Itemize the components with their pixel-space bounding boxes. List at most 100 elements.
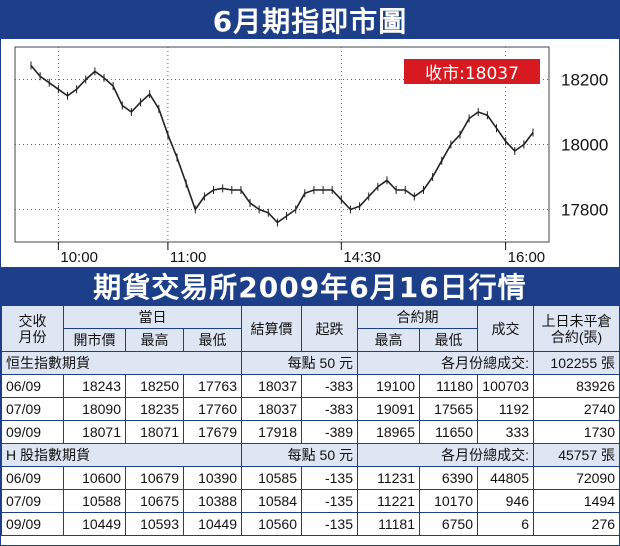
table-cell: 10388 (182, 489, 243, 513)
header-life-low: 最低 (419, 328, 479, 352)
total-volume: 102255 張 (533, 351, 620, 375)
table-cell: 18037 (241, 397, 303, 421)
close-price-badge: 收市:18037 (404, 59, 540, 84)
total-volume-label: 各月份總成交: (357, 443, 535, 467)
table-cell: 10390 (182, 466, 243, 490)
table-row: 06/09 10600 10679 10390 10585 -135 11231 6390 44… (1, 466, 620, 490)
y-axis: 18200 18000 17800 (561, 71, 608, 220)
table-cell: 06/09 (1, 466, 64, 490)
table-cell: 333 (477, 420, 535, 444)
table-cell: 6750 (419, 512, 479, 536)
table-cell: 07/09 (1, 397, 64, 421)
header-high: 最高 (125, 328, 184, 352)
table-cell: 10585 (241, 466, 303, 490)
table-title: 期貨交易所2009年6月16日行情 (1, 267, 619, 305)
table-cell: -389 (301, 420, 359, 444)
table-cell: 18250 (125, 374, 184, 398)
table-cell: 17679 (182, 420, 243, 444)
table-cell: 6390 (419, 466, 479, 490)
header-volume: 成交 (477, 305, 535, 352)
table-cell: 18090 (63, 397, 126, 421)
category-name: H 股指數期貨 (0, 443, 243, 467)
table-cell: -383 (301, 374, 359, 398)
header-change: 起跌 (301, 305, 359, 352)
y-tick-label: 18000 (561, 136, 608, 155)
table-cell: -135 (301, 512, 359, 536)
table-body: 恒生指數期貨 每點 50 元各月份總成交: 102255 張 06/09 18243 18… (0, 351, 620, 536)
header-contract-month: 交收 月份 (1, 305, 64, 352)
table-cell: -135 (301, 489, 359, 513)
table-cell: 11650 (419, 420, 479, 444)
header-life-high: 最高 (357, 328, 421, 352)
table-cell: 17918 (241, 420, 303, 444)
table-cell: 10679 (125, 466, 184, 490)
table-cell: 6 (477, 512, 535, 536)
table-cell: 18965 (357, 420, 421, 444)
total-volume: 45757 張 (533, 443, 620, 467)
table-cell: 11180 (419, 374, 479, 398)
table-cell: 18071 (125, 420, 184, 444)
table-cell: 1192 (477, 397, 535, 421)
price-series (30, 61, 534, 227)
table-cell: 11221 (357, 489, 421, 513)
table-row: 07/09 18090 18235 17760 18037 -383 19091 17565 1… (1, 397, 620, 421)
per-point-value: 每點 50 元 (241, 443, 359, 467)
table-cell: 11181 (357, 512, 421, 536)
table-cell: 18037 (241, 374, 303, 398)
header-contract-life: 合約期 (357, 305, 479, 329)
table-cell: 1494 (533, 489, 620, 513)
table-cell: -135 (301, 466, 359, 490)
table-row: 07/09 10588 10675 10388 10584 -135 11221 10170 9… (1, 489, 620, 513)
table-cell: 17565 (419, 397, 479, 421)
table-cell: 10588 (63, 489, 126, 513)
table-cell: 44805 (477, 466, 535, 490)
table-cell: 100703 (477, 374, 535, 398)
per-point-value: 每點 50 元 (241, 351, 359, 375)
category-name: 恒生指數期貨 (0, 351, 243, 375)
x-tick-label: 16:00 (508, 249, 546, 266)
table-row: 09/09 18071 18071 17679 17918 -389 18965 11650 3… (1, 420, 620, 444)
table-cell: 09/09 (1, 420, 64, 444)
y-tick-label: 17800 (561, 201, 608, 220)
table-cell: 17760 (182, 397, 243, 421)
header-day: 當日 (62, 305, 243, 329)
table-cell: 17763 (182, 374, 243, 398)
table-cell: 10675 (125, 489, 184, 513)
table-cell: 10449 (182, 512, 243, 536)
table-cell: 18071 (63, 420, 126, 444)
header-open: 開市價 (63, 328, 126, 352)
header-low: 最低 (182, 328, 243, 352)
x-tick-label: 14:30 (343, 249, 381, 266)
futures-quote-table: 交收 月份 當日 結算價 起跌 合約期 成交 上日未平倉 合約(張) 開市價 最… (0, 305, 620, 536)
table-cell: 83926 (533, 374, 620, 398)
table-cell: 19100 (357, 374, 421, 398)
header-open-interest: 上日未平倉 合約(張) (533, 305, 620, 352)
total-volume-label: 各月份總成交: (357, 351, 535, 375)
table-cell: 11231 (357, 466, 421, 490)
table-cell: 10593 (125, 512, 184, 536)
table-cell: 10584 (241, 489, 303, 513)
table-cell: 18243 (63, 374, 126, 398)
table-cell: 09/09 (1, 512, 64, 536)
table-row: 09/09 10449 10593 10449 10560 -135 11181 6750 6 2… (1, 512, 620, 536)
x-axis: 10:00 11:00 14:30 16:00 (57, 242, 546, 266)
table-cell: 1730 (533, 420, 620, 444)
table-cell: 07/09 (1, 489, 64, 513)
intraday-chart: 18200 18000 17800 10:00 11:00 14:30 16:00 收市:… (1, 39, 619, 267)
table-cell: 946 (477, 489, 535, 513)
table-cell: 72090 (533, 466, 620, 490)
x-tick-label: 10:00 (60, 249, 98, 266)
category-row: 恒生指數期貨 每點 50 元各月份總成交: 102255 張 (0, 351, 620, 375)
price-line (30, 64, 534, 224)
table-cell: 06/09 (1, 374, 64, 398)
table-cell: 10600 (63, 466, 126, 490)
table-cell: 276 (533, 512, 620, 536)
category-row: H 股指數期貨 每點 50 元各月份總成交: 45757 張 (0, 443, 620, 467)
table-cell: 19091 (357, 397, 421, 421)
x-tick-label: 11:00 (170, 249, 206, 266)
table-cell: 10170 (419, 489, 479, 513)
table-cell: -383 (301, 397, 359, 421)
table-cell: 2740 (533, 397, 620, 421)
table-cell: 18235 (125, 397, 184, 421)
